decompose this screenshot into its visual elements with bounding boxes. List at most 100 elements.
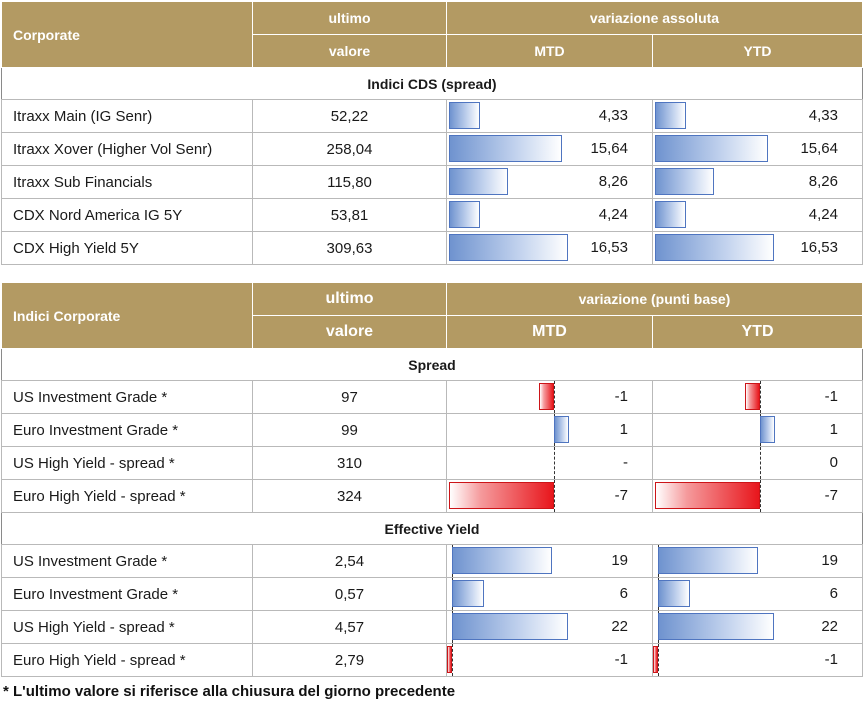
row-mtd-value: -1 bbox=[614, 651, 628, 668]
row-ytd-value: 6 bbox=[829, 585, 838, 602]
bar-axis bbox=[760, 381, 761, 413]
corp-header-group: variazione (punti base) bbox=[446, 282, 863, 316]
cds-header-valore: valore bbox=[252, 34, 447, 68]
corp-header-row-2: valore MTD YTD bbox=[2, 315, 863, 349]
row-ytd-cell: 19 bbox=[652, 544, 863, 578]
row-mtd-value: 4,24 bbox=[598, 206, 628, 223]
row-ytd-bar bbox=[655, 135, 768, 162]
row-ytd-value: 4,24 bbox=[808, 206, 838, 223]
row-ytd-cell: 1 bbox=[652, 413, 863, 447]
bar-axis bbox=[760, 447, 761, 479]
row-ytd-value: 8,26 bbox=[808, 173, 838, 190]
row-ytd-cell: 4,33 bbox=[652, 99, 863, 133]
corp-header-valore: valore bbox=[252, 315, 447, 349]
row-label: Itraxx Xover (Higher Vol Senr) bbox=[1, 132, 253, 166]
row-mtd-cell: 19 bbox=[446, 544, 653, 578]
table-row: US High Yield - spread * 4,57 22 22 bbox=[1, 610, 863, 644]
cds-header-corner: Corporate bbox=[1, 1, 253, 68]
cds-header-ytd: YTD bbox=[652, 34, 863, 68]
row-value: 99 bbox=[252, 413, 447, 447]
row-label: Euro High Yield - spread * bbox=[1, 479, 253, 513]
row-ytd-value: -1 bbox=[824, 388, 838, 405]
corp-header-ultimo: ultimo bbox=[252, 282, 447, 316]
row-mtd-value: 4,33 bbox=[598, 107, 628, 124]
bar-axis bbox=[658, 644, 659, 676]
cds-table: Corporate ultimo variazione assoluta val… bbox=[1, 1, 863, 265]
row-ytd-bar bbox=[745, 383, 760, 410]
row-value: 324 bbox=[252, 479, 447, 513]
row-label: Itraxx Sub Financials bbox=[1, 165, 253, 199]
row-ytd-value: 15,64 bbox=[800, 140, 838, 157]
row-ytd-cell: 4,24 bbox=[652, 198, 863, 232]
row-ytd-value: 16,53 bbox=[800, 239, 838, 256]
row-ytd-cell: 6 bbox=[652, 577, 863, 611]
row-mtd-bar bbox=[449, 168, 509, 195]
table-row: Itraxx Main (IG Senr) 52,22 4,33 4,33 bbox=[1, 99, 863, 133]
table-row: US Investment Grade * 2,54 19 19 bbox=[1, 544, 863, 578]
bar-axis bbox=[554, 480, 555, 512]
row-mtd-cell: -1 bbox=[446, 380, 653, 414]
row-mtd-bar bbox=[449, 201, 480, 228]
row-ytd-bar bbox=[655, 102, 687, 129]
row-mtd-cell: 22 bbox=[446, 610, 653, 644]
row-mtd-cell: 4,33 bbox=[446, 99, 653, 133]
cds-section-title: Indici CDS (spread) bbox=[1, 67, 863, 100]
row-mtd-cell: 16,53 bbox=[446, 231, 653, 265]
row-mtd-value: 22 bbox=[611, 618, 628, 635]
row-ytd-value: 19 bbox=[821, 552, 838, 569]
row-ytd-cell: 0 bbox=[652, 446, 863, 480]
row-ytd-bar bbox=[658, 547, 759, 574]
row-mtd-cell: 4,24 bbox=[446, 198, 653, 232]
table-row: Itraxx Sub Financials 115,80 8,26 8,26 bbox=[1, 165, 863, 199]
cds-header-mtd: MTD bbox=[446, 34, 653, 68]
row-label: Euro Investment Grade * bbox=[1, 413, 253, 447]
row-mtd-bar bbox=[446, 646, 452, 673]
corp-header-corner: Indici Corporate bbox=[1, 282, 253, 349]
row-mtd-bar bbox=[452, 547, 553, 574]
table-row: US High Yield - spread * 310 - 0 bbox=[1, 446, 863, 480]
table-row: Euro Investment Grade * 99 1 1 bbox=[1, 413, 863, 447]
table-row: Euro High Yield - spread * 2,79 -1 -1 bbox=[1, 643, 863, 677]
row-mtd-cell: 8,26 bbox=[446, 165, 653, 199]
row-value: 52,22 bbox=[252, 99, 447, 133]
row-mtd-bar bbox=[449, 135, 562, 162]
row-ytd-bar bbox=[655, 482, 760, 509]
row-ytd-value: 22 bbox=[821, 618, 838, 635]
row-mtd-value: - bbox=[623, 454, 628, 471]
row-ytd-cell: -1 bbox=[652, 643, 863, 677]
row-mtd-bar bbox=[449, 102, 481, 129]
row-mtd-value: 16,53 bbox=[590, 239, 628, 256]
yield-body: US Investment Grade * 2,54 19 19 Euro Invest… bbox=[1, 544, 863, 677]
corp-header-ytd: YTD bbox=[652, 315, 863, 349]
corp-header-mtd: MTD bbox=[446, 315, 653, 349]
row-mtd-value: 15,64 bbox=[590, 140, 628, 157]
row-mtd-bar bbox=[554, 416, 569, 443]
row-label: US High Yield - spread * bbox=[1, 446, 253, 480]
row-mtd-value: -7 bbox=[614, 487, 628, 504]
bar-axis bbox=[760, 480, 761, 512]
row-mtd-bar bbox=[449, 234, 568, 261]
row-value: 53,81 bbox=[252, 198, 447, 232]
row-label: Itraxx Main (IG Senr) bbox=[1, 99, 253, 133]
row-ytd-value: 4,33 bbox=[808, 107, 838, 124]
table-row: CDX High Yield 5Y 309,63 16,53 16,53 bbox=[1, 231, 863, 265]
row-ytd-cell: 8,26 bbox=[652, 165, 863, 199]
corp-section-spread-row: Spread bbox=[1, 348, 863, 381]
row-mtd-value: 19 bbox=[611, 552, 628, 569]
row-mtd-cell: 1 bbox=[446, 413, 653, 447]
row-mtd-cell: 6 bbox=[446, 577, 653, 611]
corp-section-yield-row: Effective Yield bbox=[1, 512, 863, 545]
row-ytd-bar bbox=[652, 646, 658, 673]
row-label: US Investment Grade * bbox=[1, 544, 253, 578]
row-value: 310 bbox=[252, 446, 447, 480]
row-mtd-bar bbox=[539, 383, 554, 410]
row-ytd-bar bbox=[655, 168, 715, 195]
table-row: Euro High Yield - spread * 324 -7 -7 bbox=[1, 479, 863, 513]
row-value: 115,80 bbox=[252, 165, 447, 199]
row-mtd-value: 8,26 bbox=[598, 173, 628, 190]
bar-axis bbox=[554, 447, 555, 479]
row-ytd-value: -1 bbox=[824, 651, 838, 668]
footnote: * L'ultimo valore si riferisce alla chiu… bbox=[3, 683, 456, 700]
corp-table: Indici Corporate ultimo variazione (punt… bbox=[1, 282, 863, 677]
spread-body: US Investment Grade * 97 -1 -1 Euro Investme… bbox=[1, 380, 863, 513]
